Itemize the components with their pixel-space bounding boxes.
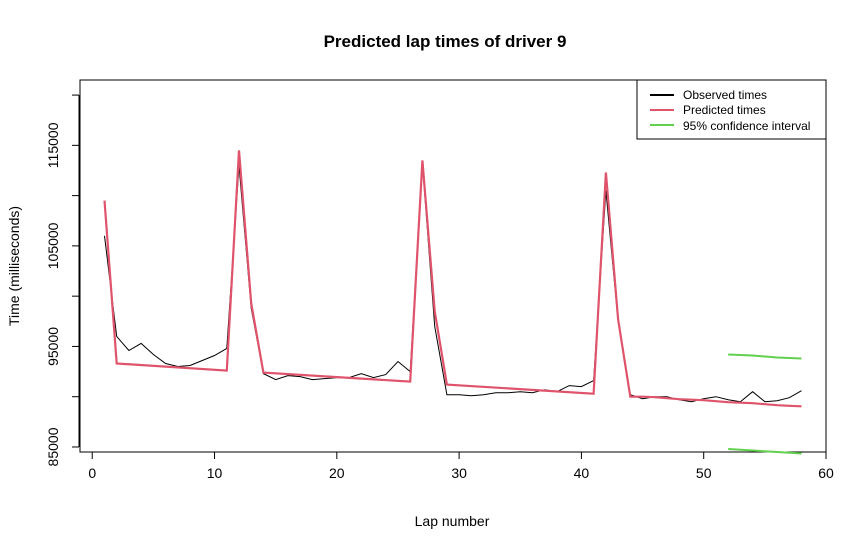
series-layer — [103, 150, 802, 455]
y-tick-label: 115000 — [45, 122, 61, 168]
x-tick-label: 10 — [207, 465, 223, 481]
x-axis-label: Lap number — [415, 513, 490, 529]
series-line-predicted — [103, 150, 802, 408]
y-tick-label: 85000 — [45, 427, 61, 466]
x-tick-label: 40 — [574, 465, 590, 481]
chart-title: Predicted lap times of driver 9 — [324, 32, 567, 51]
x-tick-label: 30 — [451, 465, 467, 481]
x-axis: 0 10 20 30 40 50 60 — [88, 451, 834, 481]
x-tick-label: 20 — [329, 465, 345, 481]
series-line-ci-upper — [728, 353, 802, 360]
legend-label-confidence: 95% confidence interval — [683, 119, 810, 133]
y-axis-label: Time (milliseconds) — [6, 206, 22, 326]
y-tick-label: 105000 — [45, 222, 61, 269]
x-tick-label: 0 — [88, 465, 96, 481]
legend-label-predicted: Predicted times — [683, 103, 766, 117]
series-line-observed — [104, 163, 802, 403]
x-tick-label: 50 — [696, 465, 712, 481]
legend: Observed times Predicted times 95% confi… — [636, 79, 827, 140]
y-axis: 85000 95000 105000 115000 — [45, 94, 80, 466]
legend-label-observed: Observed times — [683, 88, 767, 102]
x-tick-label: 60 — [818, 465, 834, 481]
series-line-ci-lower — [728, 448, 802, 455]
y-tick-label: 95000 — [45, 327, 61, 366]
